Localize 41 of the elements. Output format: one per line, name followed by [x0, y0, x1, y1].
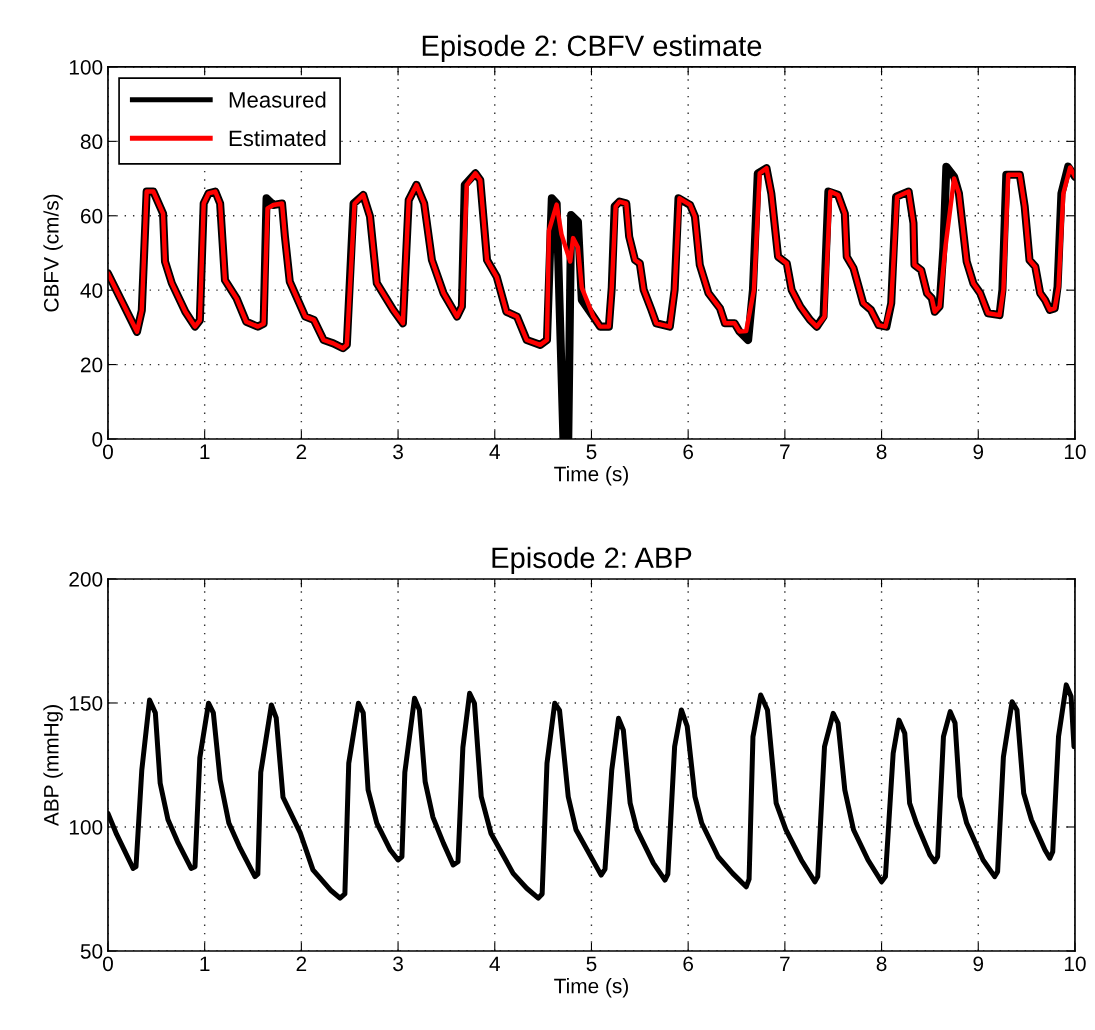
- y-tick-label: 60: [80, 208, 103, 224]
- x-tick-label: 1: [200, 956, 210, 971]
- y-tick-label: 40: [80, 283, 103, 298]
- x-tick-label: 3: [393, 956, 403, 972]
- x-tick-label: 5: [586, 444, 597, 460]
- x-tick-label: 2: [296, 956, 307, 971]
- y-tick-label: 150: [69, 695, 103, 711]
- y-tick-label: 80: [80, 134, 103, 150]
- chart-title: Episode 2: CBFV estimate: [422, 34, 762, 62]
- x-axis-title: Time (s): [554, 466, 628, 486]
- y-tick-label: 0: [92, 431, 103, 447]
- y-tick-label: 100: [69, 59, 103, 75]
- x-tick-label: 8: [876, 444, 887, 460]
- y-axis-title: ABP (mmHg): [43, 705, 63, 827]
- x-tick-label: 4: [489, 956, 500, 971]
- x-tick-label: 0: [102, 444, 113, 460]
- x-tick-label: 8: [876, 956, 887, 972]
- legend-label: Estimated: [229, 129, 326, 147]
- x-tick-label: 5: [586, 956, 597, 972]
- x-tick-label: 2: [296, 444, 307, 459]
- y-tick-label: 200: [69, 571, 103, 587]
- chart-title: Episode 2: ABP: [492, 546, 692, 574]
- y-axis-title: CBFV (cm/s): [43, 194, 63, 312]
- x-tick-label: 0: [102, 956, 113, 972]
- x-axis-title: Time (s): [554, 978, 628, 998]
- line-series: [107, 165, 1075, 351]
- x-tick-label: 1: [200, 444, 210, 459]
- x-tick-label: 9: [973, 444, 984, 460]
- x-tick-label: 3: [393, 444, 403, 460]
- x-tick-label: 9: [973, 956, 984, 972]
- x-tick-label: 6: [683, 956, 694, 972]
- x-tick-label: 4: [489, 444, 500, 459]
- legend-label: Measured: [229, 91, 326, 108]
- y-tick-label: 20: [80, 357, 103, 373]
- x-tick-label: 7: [780, 444, 790, 459]
- x-tick-label: 10: [1064, 956, 1086, 972]
- x-tick-label: 7: [780, 956, 790, 971]
- y-tick-label: 50: [80, 944, 103, 959]
- y-tick-label: 100: [69, 819, 103, 835]
- x-tick-label: 6: [683, 444, 694, 460]
- x-tick-label: 10: [1064, 444, 1086, 460]
